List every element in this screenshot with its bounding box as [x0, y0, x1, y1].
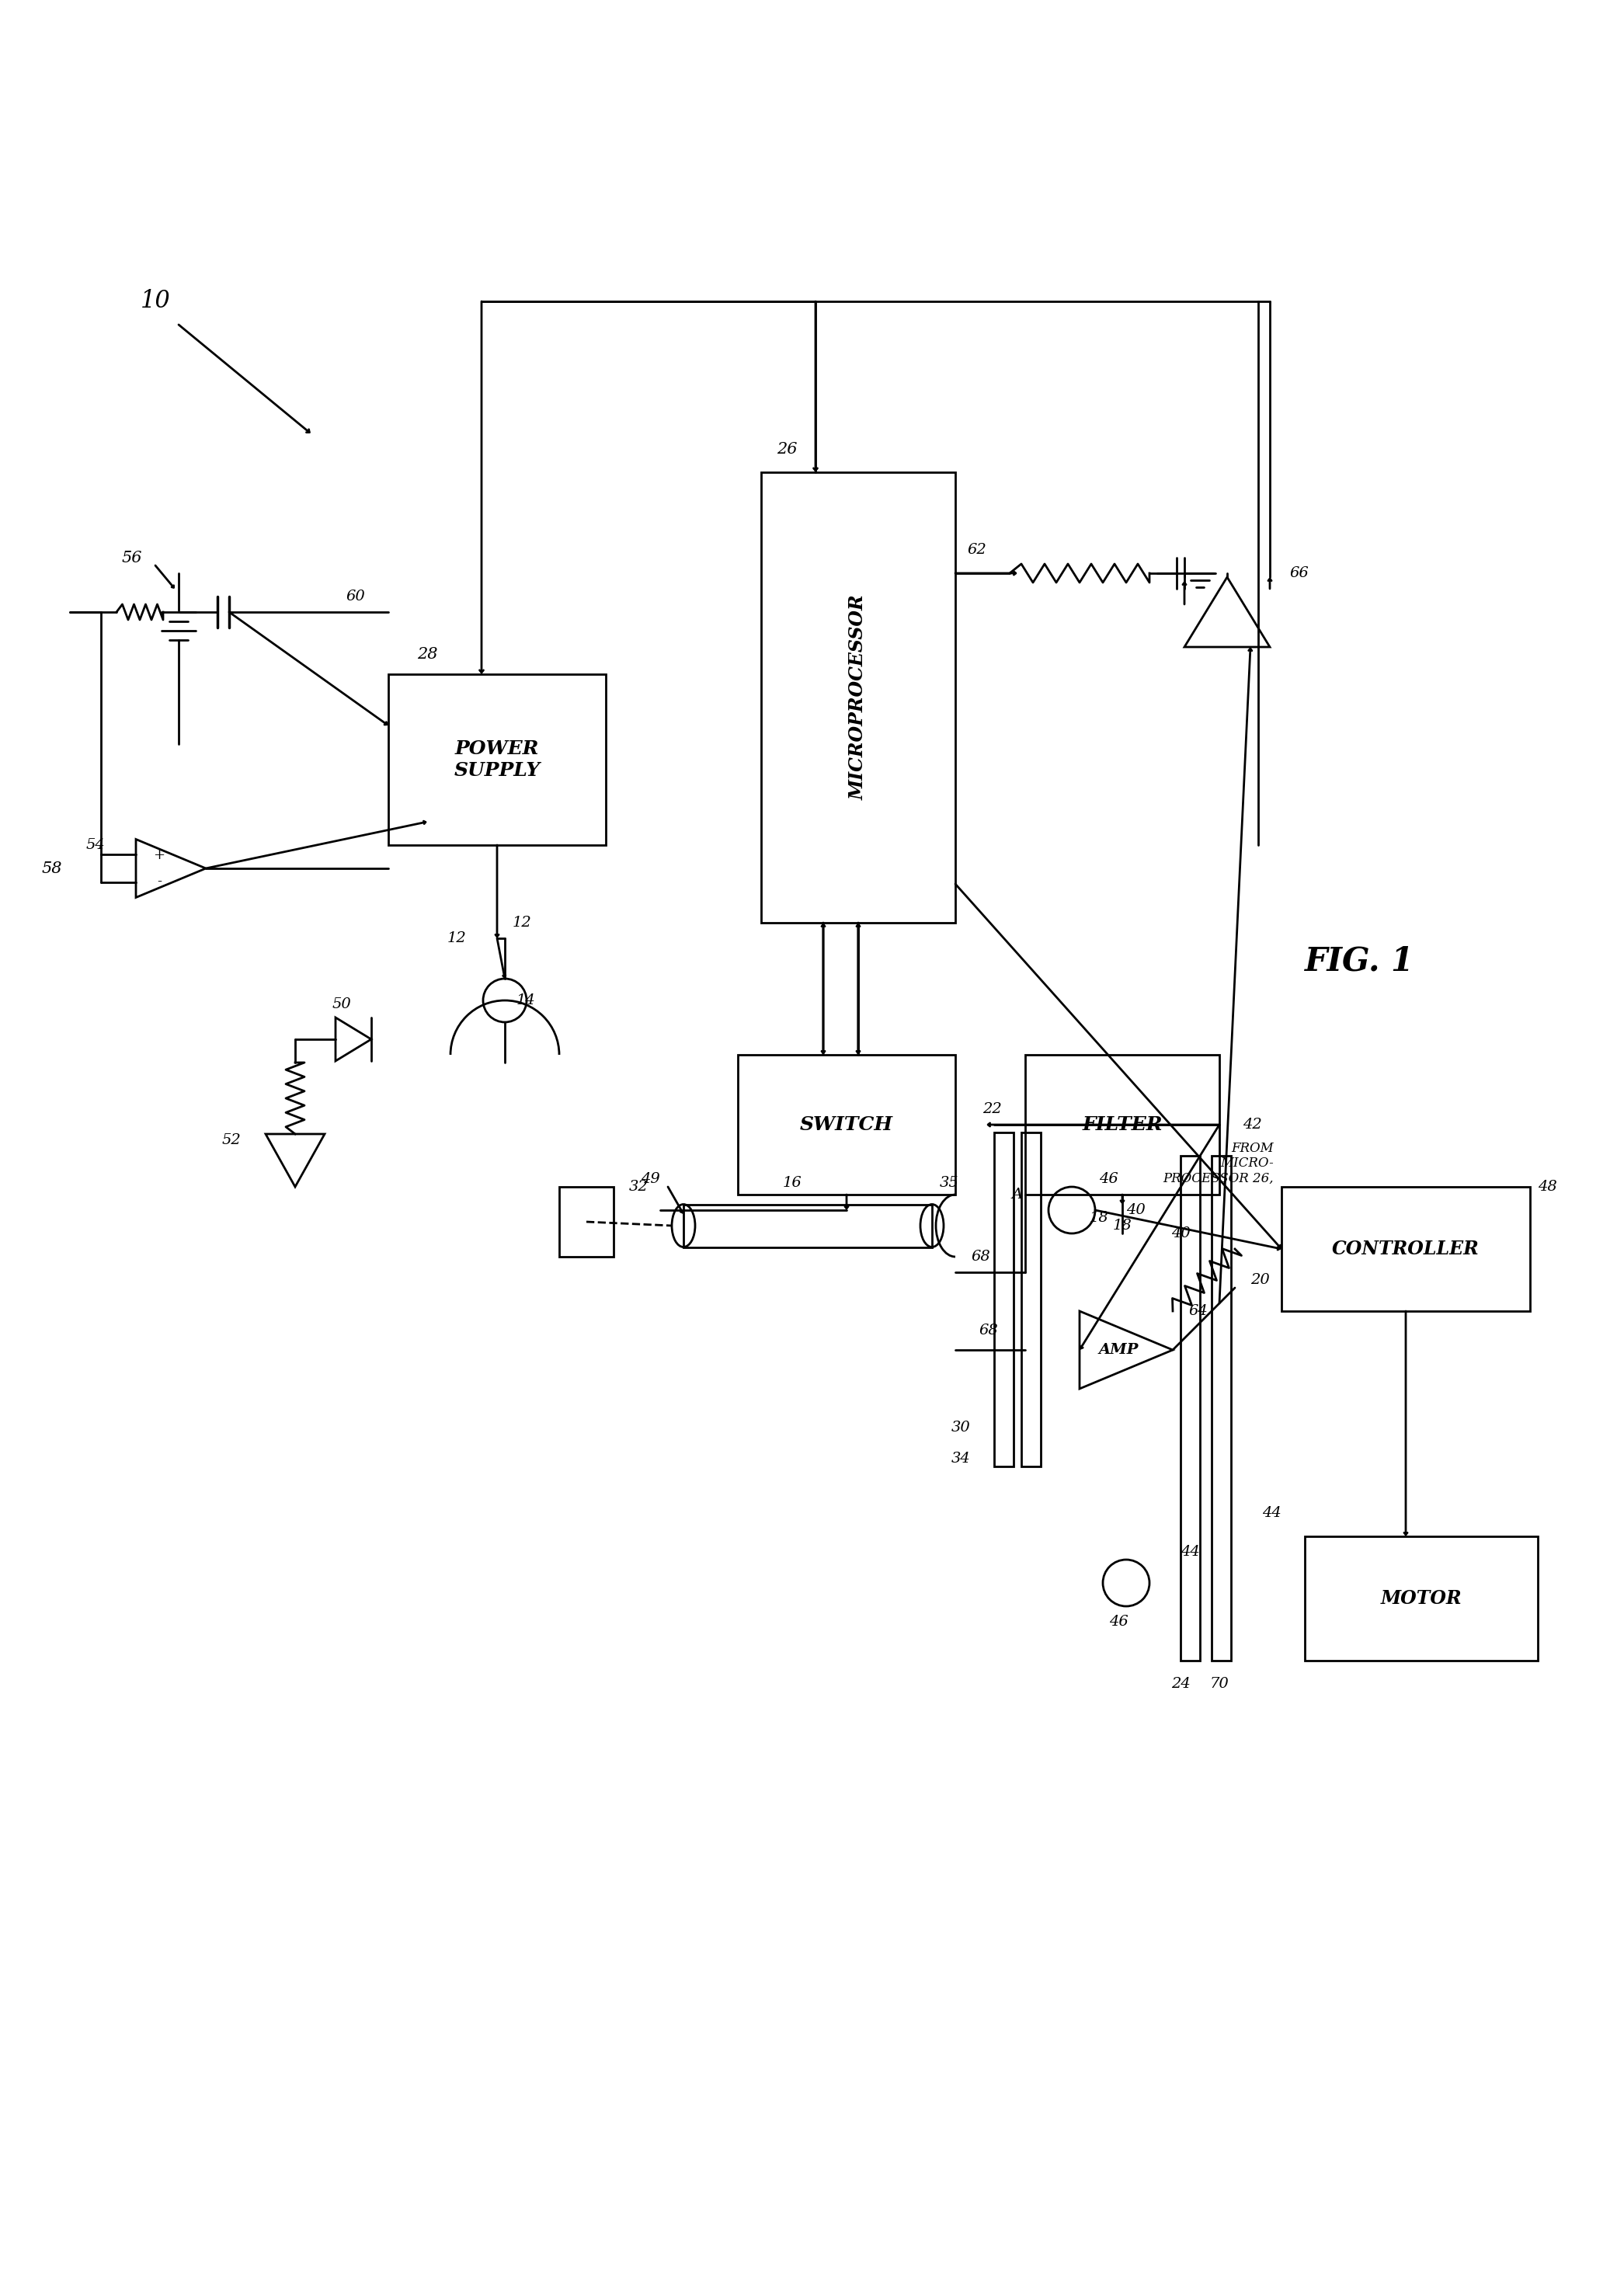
Text: 50: 50	[333, 997, 351, 1011]
Text: 14: 14	[516, 993, 536, 1006]
Bar	[1281, 1187, 1530, 1312]
Text: MICROPROCESSOR: MICROPROCESSOR	[849, 596, 867, 801]
Text: 12: 12	[447, 931, 466, 945]
Text: AMP: AMP	[1098, 1342, 1138, 1358]
Text: 20: 20	[1250, 1273, 1270, 1287]
Text: 10: 10	[140, 290, 171, 313]
Bar	[388, 673, 606, 844]
Bar	[762, 472, 955, 922]
Text: 12: 12	[513, 915, 531, 929]
Bar	[994, 1132, 1013, 1467]
Text: CONTROLLER: CONTROLLER	[1332, 1239, 1479, 1257]
Text: 68: 68	[979, 1324, 997, 1337]
Text: 18: 18	[1090, 1212, 1109, 1225]
Text: 18: 18	[1112, 1219, 1132, 1232]
Text: 70: 70	[1210, 1677, 1229, 1691]
Text: 40: 40	[1171, 1225, 1190, 1241]
Bar	[1304, 1536, 1538, 1661]
Text: 24: 24	[1171, 1677, 1190, 1691]
Text: 35: 35	[940, 1175, 960, 1189]
Bar	[684, 1205, 932, 1246]
Text: MOTOR: MOTOR	[1380, 1588, 1462, 1609]
Text: 32: 32	[628, 1180, 648, 1193]
Text: A: A	[1012, 1187, 1023, 1203]
Text: 52: 52	[221, 1134, 240, 1148]
Text: 66: 66	[1289, 566, 1309, 580]
Bar	[1212, 1155, 1231, 1661]
Text: 49: 49	[641, 1173, 661, 1187]
Text: 44: 44	[1262, 1506, 1281, 1520]
Text: 16: 16	[783, 1175, 802, 1189]
Bar	[1025, 1054, 1220, 1193]
Text: 60: 60	[346, 589, 365, 602]
Text: +: +	[153, 849, 166, 863]
Text: 58: 58	[42, 860, 62, 876]
Text: FROM
MICRO-
PROCESSOR 26,: FROM MICRO- PROCESSOR 26,	[1163, 1141, 1273, 1184]
Text: 28: 28	[417, 648, 437, 662]
Text: 46: 46	[1109, 1616, 1129, 1629]
Text: 30: 30	[952, 1422, 971, 1435]
Text: 34: 34	[952, 1451, 971, 1465]
Text: SWITCH: SWITCH	[801, 1116, 893, 1134]
Text: POWER
SUPPLY: POWER SUPPLY	[455, 739, 541, 780]
Text: 62: 62	[968, 543, 986, 557]
Text: 42: 42	[1242, 1118, 1262, 1132]
Text: 68: 68	[971, 1251, 991, 1264]
Bar	[559, 1187, 614, 1257]
Text: FILTER: FILTER	[1082, 1116, 1163, 1134]
Text: 56: 56	[122, 550, 143, 566]
Bar	[1021, 1132, 1041, 1467]
Text: 64: 64	[1189, 1303, 1208, 1319]
Bar	[737, 1054, 955, 1193]
Text: 44: 44	[1181, 1545, 1200, 1559]
Bar	[1181, 1155, 1200, 1661]
Text: 40: 40	[1125, 1203, 1145, 1216]
Text: -: -	[158, 874, 162, 888]
Text: 48: 48	[1538, 1180, 1557, 1193]
Text: FIG. 1: FIG. 1	[1304, 945, 1415, 979]
Text: 54: 54	[86, 837, 106, 851]
Text: 26: 26	[776, 440, 797, 456]
Text: 22: 22	[983, 1102, 1002, 1116]
Text: 46: 46	[1099, 1173, 1119, 1187]
